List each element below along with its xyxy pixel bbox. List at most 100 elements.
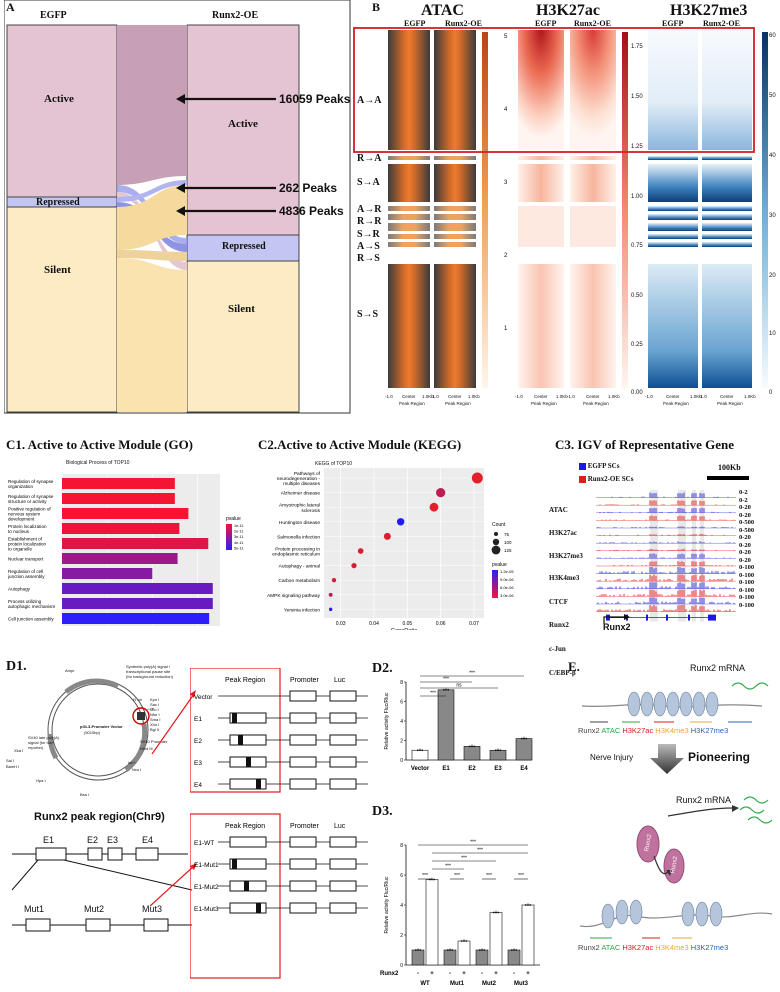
leg2-h3k27me3: H3K27me3 xyxy=(690,943,729,952)
b-xtick-left-0: -1.0 xyxy=(385,394,393,399)
c2-category-label: Yersinia infection xyxy=(284,607,320,613)
luc-box xyxy=(329,690,357,702)
heatmap-panel xyxy=(353,27,768,388)
b-xtick-right-5: 1.0Kb xyxy=(744,394,756,399)
d3-group: Mut1 xyxy=(450,981,465,987)
vector-name: pGL3-Promoter Vector xyxy=(80,724,123,729)
c2-plot-bg xyxy=(324,468,484,618)
c2-category-label: Pathways of neurodegeneration -multiple d… xyxy=(277,471,321,487)
construct-hdr-promoter: Promoter xyxy=(290,677,319,684)
b-xlabel-4: Peak Region xyxy=(663,401,689,406)
igv-range-5: 0-500 xyxy=(739,526,755,534)
igv-gene-name: Runx2 xyxy=(603,622,631,632)
c1-legend-tick: 3e-11 xyxy=(234,535,243,539)
module-s-r: S→R xyxy=(357,229,380,240)
d3svg-point xyxy=(524,904,527,906)
luc-box xyxy=(329,734,357,746)
peak-box xyxy=(229,712,267,724)
gene-exon xyxy=(646,614,648,621)
d3-title: D3. xyxy=(372,804,393,819)
c1-category-label: Regulation of synapse organization xyxy=(8,479,54,489)
egfp-active-block xyxy=(6,24,118,198)
c1-bar xyxy=(62,493,175,504)
igv-track-label-2: H3K27me3 xyxy=(549,552,583,560)
d2svg-point xyxy=(447,688,450,691)
b-xtick-right-4: 1.0Kb xyxy=(690,394,702,399)
leg-h3k27me3: H3K27me3 xyxy=(690,726,729,735)
leg2-runx2: Runx2 xyxy=(578,943,600,952)
d3svg-bar xyxy=(457,940,471,966)
panel-a-alluvial xyxy=(4,0,351,414)
d2-title: D2. xyxy=(372,661,393,676)
schematic-bottom xyxy=(579,796,773,939)
c1-category-label: Positive regulation of nervous system deve… xyxy=(8,507,51,522)
construct-label: E1-Mut1 xyxy=(194,862,219,869)
me3-scale-50: 50 xyxy=(769,93,776,99)
c2-size-key xyxy=(491,545,501,555)
flow-repressed-active xyxy=(117,180,187,202)
vector-label-hpa: Hpa I xyxy=(36,778,46,783)
peak-mark xyxy=(246,757,251,767)
igv-track-label-1: H3K27ac xyxy=(549,529,577,537)
b-xtick-center-3: Center xyxy=(586,394,600,399)
construct-label: E1-Mut3 xyxy=(194,906,219,913)
me3-scale-60: 60 xyxy=(769,33,776,39)
d2-category: Vector xyxy=(411,766,430,772)
peaks-label-3: 4836 Peaks xyxy=(279,204,344,218)
c2-dot xyxy=(351,562,357,569)
state-left-silent: Silent xyxy=(44,264,71,276)
vector-label-sv40late: SV40 late poly(A) signal (for luc+ repor… xyxy=(28,735,60,750)
d2svg-point xyxy=(468,745,471,748)
vector-label-bsa: Bsa I xyxy=(80,792,90,797)
c2-category-label: Salmonella infection xyxy=(277,534,320,540)
vector-label-bam: BamH I xyxy=(6,764,20,769)
c2-xlabel: GeneRatio xyxy=(391,628,417,630)
d3-sign: + xyxy=(462,971,466,977)
luc-box xyxy=(329,836,357,848)
c2-kegg-chart: 0.03 0.04 0.05 0.06 0.07 Pathways of neurodege… xyxy=(267,468,514,630)
igv-legend-oe: Runx2-OE SCs xyxy=(579,475,633,483)
peak-mark xyxy=(232,859,237,869)
luc-box xyxy=(329,858,357,870)
state-right-silent: Silent xyxy=(228,303,255,315)
exon-e2: E2 xyxy=(87,835,99,845)
leg-runx2: Runx2 xyxy=(578,726,600,735)
module-s-s: S→S xyxy=(357,309,379,320)
construct-label: E2 xyxy=(194,738,202,745)
c1-bar xyxy=(62,553,178,564)
d3svg-point xyxy=(433,878,436,881)
d2svg-bar xyxy=(489,749,507,761)
construct-label: E3 xyxy=(194,760,202,767)
oe-silent-block xyxy=(186,260,300,413)
igv-track-label-4: CTCF xyxy=(549,598,569,606)
c2-dot xyxy=(331,578,337,583)
igv-range-15: 0-100 xyxy=(739,601,755,609)
d1-title: D1. xyxy=(6,659,27,674)
d2svg-ytick-label: 6 xyxy=(400,700,403,706)
c2-dot xyxy=(471,472,483,484)
d3svg-point xyxy=(513,949,515,951)
leg-h3k27ac: H3K27ac xyxy=(622,726,654,735)
c2-color-tick: 6.0e-06 xyxy=(500,585,514,590)
d2svg-ylabel: Relative activity Fluc/Rluc xyxy=(384,692,390,749)
atac-heatmap xyxy=(388,30,488,388)
d2-sig-label: *** xyxy=(430,691,436,697)
c2-category-label: AMPK signaling pathway xyxy=(267,593,321,599)
c2-category-label: Autophagy - animal xyxy=(279,564,320,570)
promoter-box xyxy=(289,880,317,892)
c2-color-bar xyxy=(492,570,498,598)
vector-label-sac: Sac I xyxy=(150,702,160,707)
construct-label: Vector xyxy=(194,694,213,701)
promoter-box xyxy=(289,858,317,870)
b-xtick-left-5: -1.0 xyxy=(699,394,707,399)
igv-range-13: 0-100 xyxy=(739,586,755,594)
c3-title: C3. IGV of Representative Gene xyxy=(555,437,734,452)
promoter-box xyxy=(289,836,317,848)
b-xtick-center-1: Center xyxy=(448,394,462,399)
peak-mark xyxy=(238,735,243,745)
peak-mark xyxy=(244,881,249,891)
d3svg-point xyxy=(515,949,518,951)
d3svg-point xyxy=(481,949,483,951)
me3-scale-0: 0 xyxy=(769,390,773,396)
d2-luciferase-chart: 0 2 4 6 8 Relative activity Fluc/Rluc Vector E1… xyxy=(384,671,533,772)
